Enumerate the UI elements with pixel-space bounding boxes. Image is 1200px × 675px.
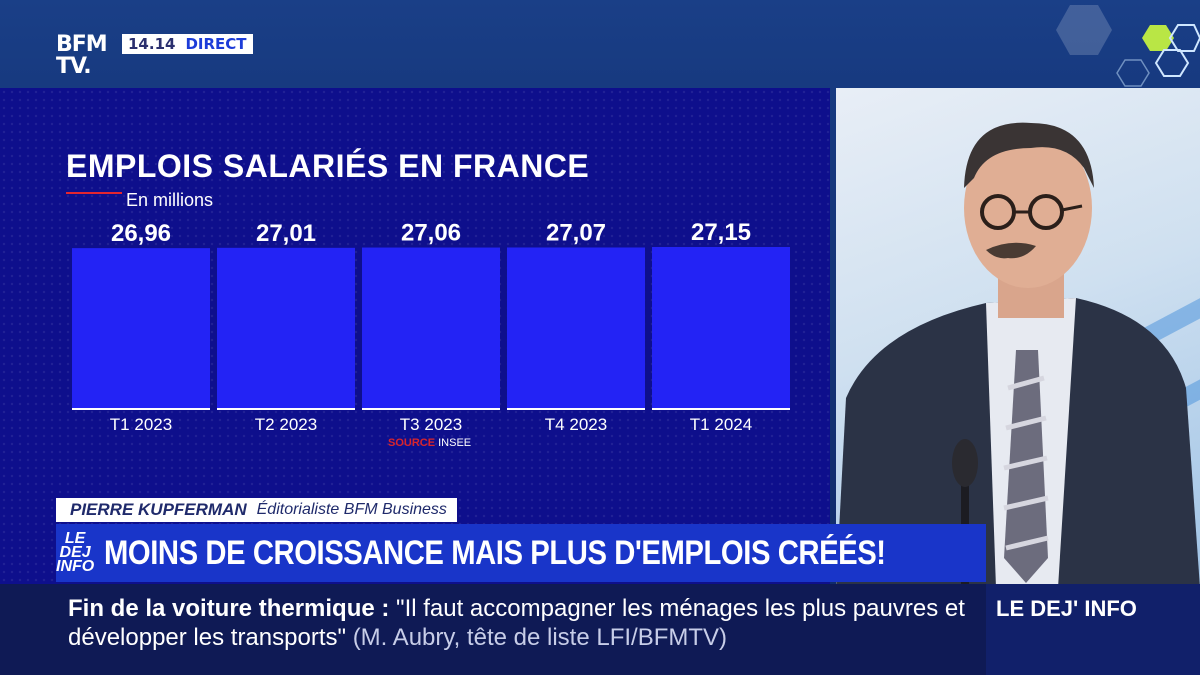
ticker-text: Fin de la voiture thermique : "Il faut a… xyxy=(68,594,988,652)
hexagon-shape xyxy=(1142,25,1174,51)
glasses-arm xyxy=(1061,204,1083,212)
bar-4 xyxy=(507,247,645,408)
speaker-role: Éditorialiste BFM Business xyxy=(256,501,447,518)
bar-baseline-5 xyxy=(652,408,790,410)
hexagon-shape xyxy=(1154,49,1190,77)
value-label-3: 27,06 xyxy=(401,220,461,247)
hexagon-shape xyxy=(1116,59,1150,87)
presenter-tie-stripes xyxy=(1003,375,1049,551)
bar-baseline-1 xyxy=(72,408,210,410)
chart-source: SOURCE INSEE xyxy=(388,437,471,449)
bar-1 xyxy=(72,248,210,408)
value-label-4: 27,07 xyxy=(546,219,606,246)
hexagon-shape xyxy=(1056,5,1112,55)
headline-text: MOINS DE CROISSANCE MAIS PLUS D'EMPLOIS … xyxy=(104,533,886,572)
bar-2 xyxy=(217,247,355,408)
channel-logo: BFM TV. xyxy=(56,32,108,79)
live-badge: 14.14 DIRECT xyxy=(122,34,253,54)
presenter-figure xyxy=(836,122,1200,588)
ticker-topic: Fin de la voiture thermique : xyxy=(68,595,390,622)
bar-baseline-2 xyxy=(217,408,355,410)
presenter-hair xyxy=(964,122,1094,188)
program-tag-label: LE DEJ' INFO xyxy=(996,596,1137,621)
hexagon-shape xyxy=(1168,24,1200,52)
live-label: DIRECT xyxy=(185,35,247,53)
bar-baseline-3 xyxy=(362,408,500,410)
bar-baseline-4 xyxy=(507,408,645,410)
ticker-attribution: (M. Aubry, tête de liste LFI/BFMTV) xyxy=(352,624,728,651)
title-accent-line xyxy=(66,192,122,194)
value-label-1: 26,96 xyxy=(111,220,171,247)
value-label-5: 27,15 xyxy=(691,219,751,246)
ticker-quote: "Il faut accompagner les ménages les plu… xyxy=(68,595,965,651)
show-logo: LE DEJ INFO xyxy=(56,530,95,575)
chart-title: EMPLOIS SALARIÉS EN FRANCE xyxy=(66,148,590,184)
category-label-2: T2 2023 xyxy=(255,415,317,434)
value-label-2: 27,01 xyxy=(256,220,316,247)
source-label: SOURCE xyxy=(388,437,436,449)
program-tag: LE DEJ' INFO xyxy=(986,584,1200,675)
category-label-5: T1 2024 xyxy=(690,415,752,434)
speaker-namebar: PIERRE KUPFERMAN Éditorialiste BFM Busin… xyxy=(56,498,457,522)
speaker-name: PIERRE KUPFERMAN xyxy=(70,500,247,519)
bar-3 xyxy=(362,247,500,408)
hexagon-decoration xyxy=(1056,5,1200,87)
presenter-tie xyxy=(1004,350,1048,583)
category-label-1: T1 2023 xyxy=(110,415,172,434)
category-label-4: T4 2023 xyxy=(545,415,607,434)
presenter-mustache xyxy=(986,242,1036,259)
source-value: INSEE xyxy=(438,437,472,449)
bar-5 xyxy=(652,247,790,408)
clock-time: 14.14 xyxy=(128,35,176,53)
microphone-head xyxy=(952,439,978,487)
category-label-3: T3 2023 xyxy=(400,415,462,434)
headline-banner: LE DEJ INFO MOINS DE CROISSANCE MAIS PLU… xyxy=(56,524,986,582)
chart-unit: En millions xyxy=(126,190,214,210)
